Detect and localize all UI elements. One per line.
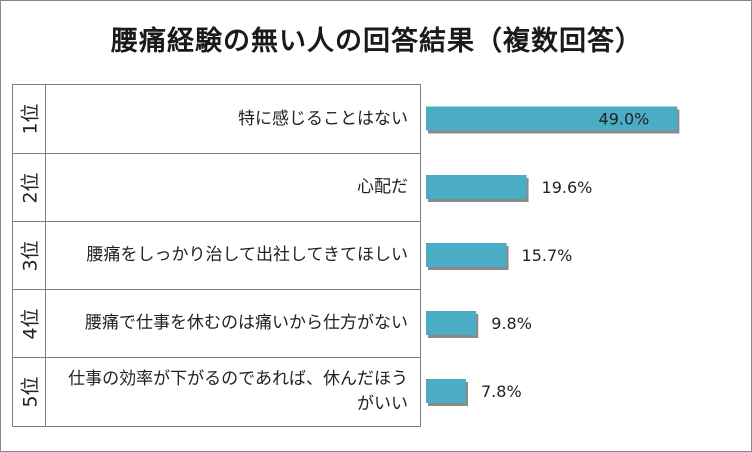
rank-label: 5位 bbox=[19, 376, 42, 408]
rank-label: 1位 bbox=[19, 103, 42, 135]
rank-label: 3位 bbox=[19, 239, 42, 272]
bar-chart-plot: 49.0% 19.6% 15.7% 9.8% 7.8% bbox=[426, 106, 680, 406]
category-label: 特に感じることはない bbox=[53, 85, 408, 153]
rank-cell: 4位 bbox=[13, 290, 46, 357]
category-label-text: 特に感じることはない bbox=[238, 108, 408, 129]
category-label-text: 腰痛で仕事を休むのは痛いから仕方がない bbox=[85, 313, 408, 333]
category-label-text: 腰痛をしっかり治して出社してきてほしい bbox=[86, 245, 408, 265]
category-label: 腰痛をしっかり治して出社してきてほしい bbox=[53, 222, 408, 289]
category-label-text: 心配だ bbox=[357, 177, 408, 197]
data-label: 15.7% bbox=[522, 246, 573, 265]
category-label: 仕事の効率が下がるのであれば、休んだほうがいい bbox=[53, 358, 408, 426]
category-label: 心配だ bbox=[53, 154, 408, 221]
rank-label: 4位 bbox=[19, 307, 42, 340]
bar bbox=[426, 379, 467, 403]
table-row: 4位 腰痛で仕事を休むのは痛いから仕方がない bbox=[13, 290, 420, 358]
data-label: 49.0% bbox=[599, 110, 650, 129]
table-row: 3位 腰痛をしっかり治して出社してきてほしい bbox=[13, 222, 420, 290]
data-label: 19.6% bbox=[542, 178, 593, 197]
category-label-text: 仕事の効率が下がるのであれば、休んだほうがいい bbox=[68, 369, 408, 414]
category-table: 1位 特に感じることはない 2位 心配だ 3位 腰痛をしっかり治して出社してきて… bbox=[12, 84, 421, 427]
data-label: 9.8% bbox=[491, 314, 532, 333]
bar bbox=[426, 106, 678, 131]
rank-cell: 1位 bbox=[13, 85, 46, 153]
bar bbox=[426, 311, 477, 335]
table-row: 5位 仕事の効率が下がるのであれば、休んだほうがいい bbox=[13, 358, 420, 426]
rank-label: 2位 bbox=[19, 171, 42, 204]
data-label: 7.8% bbox=[481, 382, 522, 401]
table-row: 1位 特に感じることはない bbox=[13, 85, 420, 154]
bar bbox=[426, 175, 527, 199]
rank-cell: 5位 bbox=[13, 358, 46, 426]
table-row: 2位 心配だ bbox=[13, 154, 420, 222]
rank-cell: 3位 bbox=[13, 222, 46, 289]
chart-title: 腰痛経験の無い人の回答結果（複数回答） bbox=[111, 26, 643, 57]
bar bbox=[426, 243, 507, 267]
rank-cell: 2位 bbox=[13, 154, 46, 221]
category-label: 腰痛で仕事を休むのは痛いから仕方がない bbox=[53, 290, 408, 357]
